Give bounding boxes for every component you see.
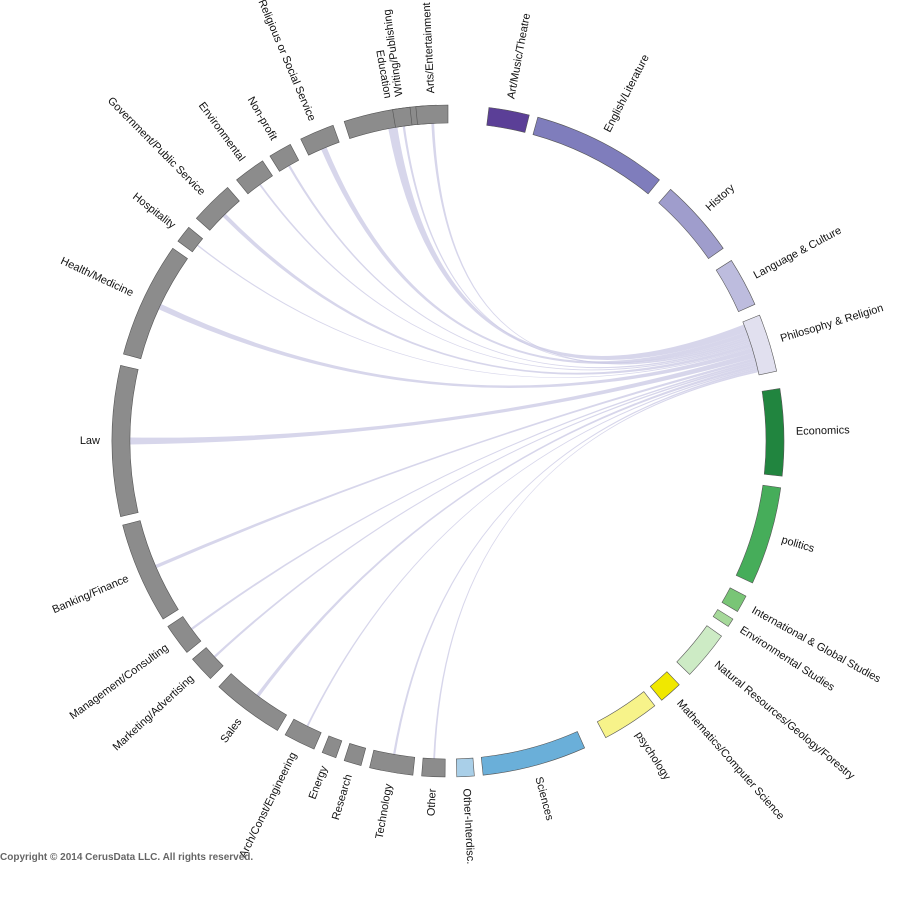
group-arc-government-public-service[interactable] <box>195 186 240 231</box>
group-arc-banking-finance[interactable] <box>122 520 179 620</box>
chord-non-profit[interactable] <box>288 165 751 369</box>
group-arc-language-culture[interactable] <box>715 260 756 313</box>
group-arc-mathematics-computer-science[interactable] <box>649 671 680 701</box>
group-arc-law[interactable] <box>111 365 139 517</box>
group-label-arch-const-engineering: Arch/Const/Engineering <box>237 750 299 860</box>
group-label-energy: Energy <box>307 764 331 801</box>
chord-health-medicine[interactable] <box>158 304 754 389</box>
labels-layer: Art/Music/Theatre English/Literature Histo… <box>51 0 885 865</box>
group-label-other: Other <box>426 788 439 816</box>
group-label-hospitality: Hospitality <box>130 191 178 232</box>
group-label-health-medicine: Health/Medicine <box>59 255 136 299</box>
chord-management-consulting[interactable] <box>190 360 757 630</box>
group-arc-religious-or-social-service[interactable] <box>300 124 340 156</box>
group-label-psychology: psychology <box>633 730 673 783</box>
group-arc-philosophy-religion[interactable] <box>742 314 778 376</box>
group-arc-other-interdisc[interactable] <box>456 757 475 778</box>
group-label-other-interdisc: Other-Interdisc. <box>460 788 476 864</box>
group-arc-economics[interactable] <box>761 388 785 477</box>
group-label-sciences: Sciences <box>532 776 555 823</box>
group-arc-natural-resources-geology-forestry[interactable] <box>676 625 722 675</box>
group-label-religious-or-social-service: Religious or Social Service <box>255 0 317 123</box>
group-arc-marketing-advertising[interactable] <box>192 647 224 680</box>
group-arc-arch-const-engineering[interactable] <box>284 718 322 750</box>
group-label-mathematics-computer-science: Mathematics/Computer Science <box>674 698 786 823</box>
group-label-english-literature: English/Literature <box>602 53 652 135</box>
group-label-economics: Economics <box>796 424 851 437</box>
group-arc-art-music-theatre[interactable] <box>486 107 530 133</box>
group-arc-arts-entertainment[interactable] <box>415 104 449 125</box>
group-arc-research[interactable] <box>343 743 367 766</box>
arcs-layer <box>111 104 785 778</box>
chord-government-public-service[interactable] <box>222 213 752 375</box>
group-label-sales: Sales <box>218 716 244 746</box>
group-arc-environmental[interactable] <box>236 160 273 195</box>
group-arc-international-global-studies[interactable] <box>721 587 747 612</box>
chord-education[interactable] <box>388 127 747 360</box>
group-label-banking-finance: Banking/Finance <box>51 573 131 616</box>
group-arc-management-consulting[interactable] <box>167 616 202 653</box>
group-arc-energy[interactable] <box>321 735 343 759</box>
group-arc-environmental-studies[interactable] <box>712 609 734 627</box>
group-label-government-public-service: Government/Public Service <box>105 95 207 198</box>
group-label-philosophy-religion: Philosophy & Religion <box>779 302 885 345</box>
group-arc-history[interactable] <box>658 188 724 260</box>
group-label-law: Law <box>80 435 100 447</box>
group-label-language-culture: Language & Culture <box>752 225 844 282</box>
group-arc-health-medicine[interactable] <box>123 247 188 360</box>
group-label-research: Research <box>330 773 355 822</box>
group-arc-sales[interactable] <box>218 673 288 731</box>
group-label-art-music-theatre: Art/Music/Theatre <box>505 12 533 100</box>
chord-other[interactable] <box>433 370 759 759</box>
group-arc-psychology[interactable] <box>596 691 656 739</box>
group-label-technology: Technology <box>374 782 395 839</box>
group-label-arts-entertainment: Arts/Entertainment <box>421 2 437 94</box>
group-label-politics: politics <box>780 534 816 555</box>
group-arc-non-profit[interactable] <box>269 143 300 172</box>
group-label-environmental: Environmental <box>196 100 247 164</box>
group-arc-other[interactable] <box>421 757 446 778</box>
group-label-non-profit: Non-profit <box>245 95 280 143</box>
chord-technology[interactable] <box>393 368 759 755</box>
group-arc-technology[interactable] <box>369 749 416 776</box>
group-arc-writing-publishing[interactable] <box>392 106 413 128</box>
group-arc-english-literature[interactable] <box>532 116 660 195</box>
group-arc-hospitality[interactable] <box>177 226 204 253</box>
links-layer <box>130 123 759 759</box>
group-arc-sciences[interactable] <box>480 731 586 776</box>
copyright-notice: Copyright © 2014 CerusData LLC. All righ… <box>0 852 254 863</box>
group-label-history: History <box>704 182 738 214</box>
chord-sales[interactable] <box>256 364 758 697</box>
group-arc-politics[interactable] <box>735 484 782 584</box>
